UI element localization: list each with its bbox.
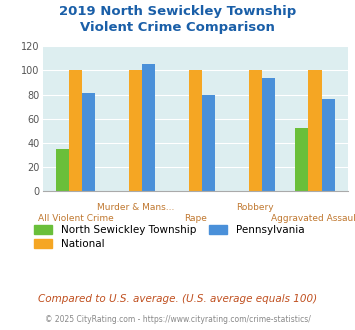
Bar (142, 64, 155, 191)
Bar (189, 70, 202, 191)
Text: © 2025 CityRating.com - https://www.cityrating.com/crime-statistics/: © 2025 CityRating.com - https://www.city… (45, 315, 310, 324)
Text: Rape: Rape (184, 214, 207, 223)
Text: All Violent Crime: All Violent Crime (38, 214, 113, 223)
Bar (248, 70, 262, 191)
Bar (82, 93, 95, 191)
Text: Aggravated Assault: Aggravated Assault (271, 214, 355, 223)
Bar (308, 70, 322, 191)
Text: Murder & Mans...: Murder & Mans... (97, 203, 174, 212)
Bar (262, 78, 275, 191)
Text: Robbery: Robbery (236, 203, 274, 212)
Text: 2019 North Sewickley Township
Violent Crime Comparison: 2019 North Sewickley Township Violent Cr… (59, 5, 296, 34)
Bar (129, 70, 142, 191)
Legend: North Sewickley Township, National, Pennsylvania: North Sewickley Township, National, Penn… (34, 225, 304, 249)
Bar (69, 70, 82, 191)
Text: Compared to U.S. average. (U.S. average equals 100): Compared to U.S. average. (U.S. average … (38, 294, 317, 304)
Bar (322, 99, 335, 191)
Bar (202, 95, 215, 191)
Bar (295, 128, 308, 191)
Bar (56, 149, 69, 191)
